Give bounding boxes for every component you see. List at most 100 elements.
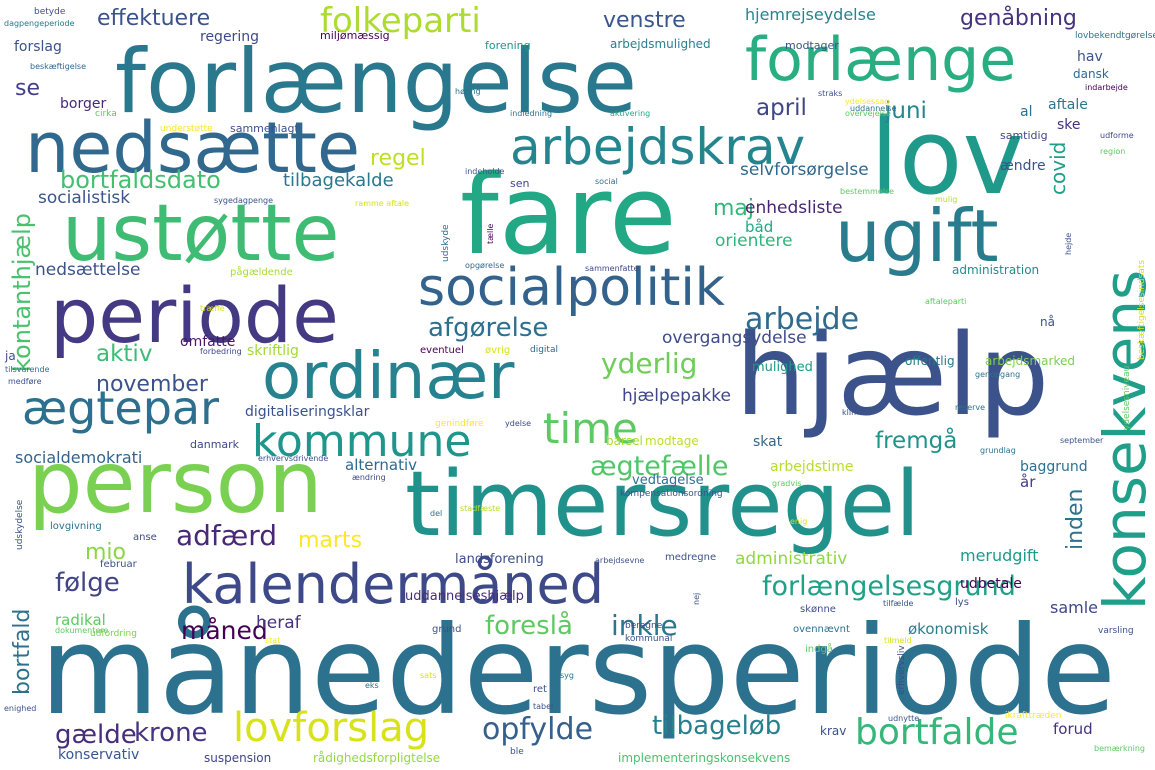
word: folkeparti <box>320 1 481 41</box>
word: ramme aftale <box>355 199 410 208</box>
word: sygedagpenge <box>214 196 274 205</box>
word: enig <box>790 517 808 526</box>
word: forening <box>485 39 531 52</box>
word: ydelsesniveau <box>1122 365 1132 430</box>
word: ustøtte <box>62 189 340 279</box>
word: ske <box>1057 117 1081 133</box>
word: indarbejde <box>1085 83 1128 92</box>
word: ordinær <box>262 340 515 414</box>
word: landsforening <box>455 552 544 567</box>
word: klima <box>842 408 864 417</box>
word: afgørelse <box>428 313 549 343</box>
word: genopgang <box>975 370 1021 379</box>
word: ugift <box>835 194 999 278</box>
word: grund <box>432 624 462 635</box>
word: nej <box>692 592 701 605</box>
word: aktivering <box>610 109 651 118</box>
word: arbejdsevne <box>595 556 645 565</box>
word: danmark <box>190 438 240 451</box>
word: ægtefælle <box>590 451 729 482</box>
word: tilbageløb <box>652 711 782 741</box>
word: tabel <box>533 702 554 711</box>
word: måned <box>181 616 268 645</box>
word: sammenlagt <box>230 122 299 135</box>
word: modtager <box>785 39 839 52</box>
word: omfatte <box>180 334 236 350</box>
word: indeholde <box>465 167 505 176</box>
word: beskæftigelsesindsats <box>1137 259 1147 360</box>
word: enighed <box>4 704 37 713</box>
word: pågældende <box>230 267 293 278</box>
word: alternativ <box>345 456 417 474</box>
word: år <box>1020 473 1036 491</box>
word: stadfæste <box>460 504 501 513</box>
word: udnytte <box>888 714 920 723</box>
word: derover <box>746 379 755 410</box>
word: bestemmelse <box>840 187 895 196</box>
word: effektuere <box>97 6 211 31</box>
word: eventuel <box>420 345 464 356</box>
word: straks <box>818 89 843 98</box>
word: ret <box>533 684 547 695</box>
word: april <box>756 95 807 121</box>
word: samtidig <box>1000 129 1048 142</box>
word: medregne <box>665 552 717 563</box>
word: socialpolitik <box>418 258 725 318</box>
word: lys <box>955 597 969 608</box>
word: træffe <box>200 304 225 313</box>
word: arbejde <box>745 302 860 337</box>
word: udbetale <box>960 576 1022 592</box>
word: forlænge <box>745 25 1017 95</box>
word: tilsvarende <box>5 365 50 374</box>
word: socialdemokrati <box>15 448 143 467</box>
word: region <box>1100 147 1126 156</box>
word: forslag <box>14 39 62 55</box>
word: heraf <box>256 613 301 633</box>
word: sen <box>510 177 530 190</box>
word: kommune <box>252 416 472 467</box>
word: ikrafttræden <box>1005 711 1062 721</box>
word: selvforsørgelse <box>740 160 869 180</box>
word: hjælp <box>735 311 1050 441</box>
word: varsling <box>1098 626 1134 636</box>
word: forlængelse <box>115 30 638 133</box>
word: administration <box>952 263 1040 277</box>
word: arbejdstime <box>770 459 854 475</box>
word: radikal <box>55 611 106 629</box>
word: periode <box>50 271 339 360</box>
word: genåbning <box>960 6 1077 31</box>
word: modtage <box>645 434 699 448</box>
word: implementeringskonsekvens <box>618 751 791 765</box>
word: adfærd <box>176 519 278 552</box>
word: aktiv <box>96 341 153 367</box>
word: samle <box>1050 598 1099 617</box>
word: se <box>15 76 40 101</box>
word: dansk <box>1073 67 1109 81</box>
word: båd <box>745 218 774 236</box>
word: bortfaldsdato <box>60 166 221 194</box>
word: administrativ <box>735 549 848 569</box>
word: bemærkning <box>1094 744 1146 753</box>
word: udfordring <box>90 629 137 639</box>
word: juni <box>885 98 927 124</box>
word: hjælpepakke <box>622 386 731 406</box>
word: vedtagelse <box>632 473 704 488</box>
word: marts <box>298 528 363 553</box>
word: ovennævnt <box>793 624 850 635</box>
word: ydelsessag <box>845 97 890 106</box>
word: aftale <box>1048 97 1088 113</box>
word: ja <box>5 349 16 363</box>
word: understøtte <box>160 124 213 134</box>
word: bortfalde <box>855 712 1019 753</box>
word: eks <box>365 681 379 690</box>
word: stat <box>265 636 281 645</box>
word: overvejelse <box>845 109 891 118</box>
word: ændre <box>1000 158 1046 174</box>
word: udforme <box>1100 131 1134 140</box>
word: baggrund <box>1020 459 1088 475</box>
word: suspension <box>204 751 272 765</box>
word: indledning <box>510 109 553 118</box>
word: fare <box>460 151 677 279</box>
word: genindføre <box>435 419 484 429</box>
word: socialistisk <box>38 188 131 208</box>
